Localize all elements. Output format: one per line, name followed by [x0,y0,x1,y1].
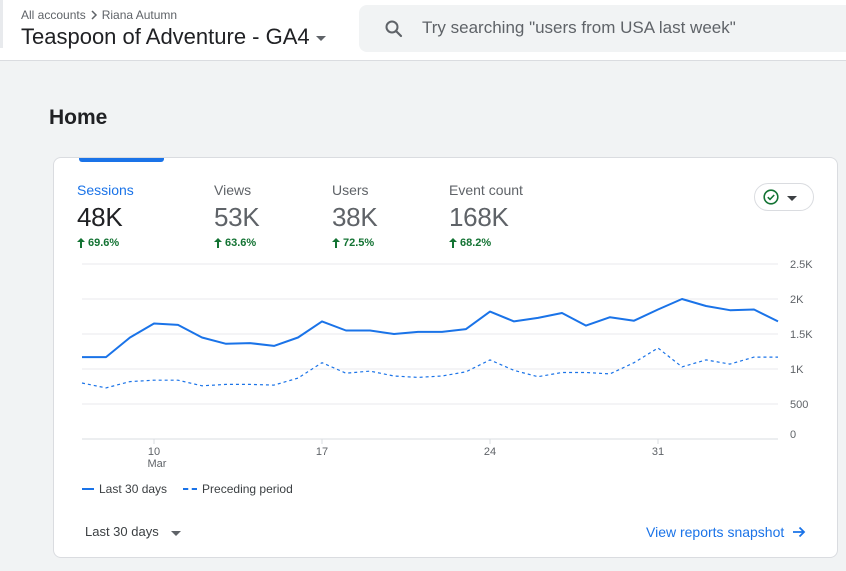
view-reports-snapshot-link[interactable]: View reports snapshot [646,524,806,540]
legend-swatch-dashed [183,488,198,490]
legend-label-previous: Preceding period [202,482,293,496]
chevron-right-icon [91,10,97,20]
metric-tab-views[interactable]: Views 53K 63.6% [214,182,260,249]
metric-change-value: 69.6% [88,237,120,249]
legend-item-current: Last 30 days [82,482,167,496]
legend-label-current: Last 30 days [99,482,168,496]
metric-label: Users [332,182,369,198]
x-tick-sublabel: Mar [148,458,167,470]
date-range-label: Last 30 days [85,524,159,539]
y-tick-label: 0 [790,429,796,441]
caret-down-icon [315,36,326,41]
metric-tab-sessions[interactable]: Sessions 48K 69.6% [77,182,134,249]
y-tick-label: 2.5K [790,259,813,271]
metric-value: 168K [449,202,509,232]
metric-tab-users[interactable]: Users 38K 72.5% [332,182,378,249]
series-line-preceding [81,347,778,389]
top-bar: All accounts Riana Autumn Teaspoon of Ad… [0,0,846,61]
y-tick-label: 500 [790,399,808,411]
page-title: Home [49,106,108,129]
search-icon [385,20,403,38]
metric-change: 72.5% [332,237,377,249]
chart-legend: Last 30 days Preceding period [82,482,309,496]
legend-swatch-solid [82,488,94,490]
arrow-up-icon [449,238,457,248]
metric-value: 48K [77,202,123,232]
caret-down-icon [170,530,181,536]
x-tick-label: 31 [652,446,664,458]
arrow-up-icon [332,238,340,248]
search-bar[interactable] [359,5,846,52]
date-range-selector[interactable]: Last 30 days [85,524,181,539]
metric-tab-event-count[interactable]: Event count 168K 68.2% [449,182,523,249]
metric-change: 68.2% [449,237,523,249]
insights-status-button[interactable] [754,183,814,211]
series-line-current [82,298,779,359]
legend-item-previous: Preceding period [183,482,293,496]
property-name: Teaspoon of Adventure - GA4 [21,24,310,49]
metric-change-value: 63.6% [225,237,257,249]
x-tick-label: 10 [148,446,160,458]
nav-edge [0,0,3,48]
metric-label: Sessions [77,182,134,198]
y-tick-label: 1.5K [790,329,813,341]
caret-down-icon [787,196,797,201]
arrow-up-icon [214,238,222,248]
metric-change: 69.6% [77,237,134,249]
property-selector[interactable]: Teaspoon of Adventure - GA4 [21,24,326,50]
x-tick-label: 17 [316,446,328,458]
search-input[interactable] [422,15,842,41]
breadcrumb[interactable]: All accounts Riana Autumn [21,8,177,22]
breadcrumb-root[interactable]: All accounts [21,8,86,22]
metric-value: 53K [214,202,260,232]
metric-change-value: 72.5% [343,237,375,249]
active-tab-indicator [79,158,164,162]
y-tick-label: 1K [790,364,804,376]
arrow-up-icon [77,238,85,248]
metric-label: Event count [449,182,523,198]
metric-change-value: 68.2% [460,237,492,249]
metric-label: Views [214,182,252,198]
overview-card: Sessions 48K 69.6% Views 53K 63.6% Users… [53,157,838,558]
metric-value: 38K [332,202,378,232]
arrow-right-icon [793,526,806,538]
check-circle-icon [763,189,779,205]
metric-change: 63.6% [214,237,259,249]
snapshot-link-label: View reports snapshot [646,524,785,540]
y-tick-label: 2K [790,294,804,306]
breadcrumb-account[interactable]: Riana Autumn [101,8,178,22]
x-tick-label: 24 [484,446,496,458]
